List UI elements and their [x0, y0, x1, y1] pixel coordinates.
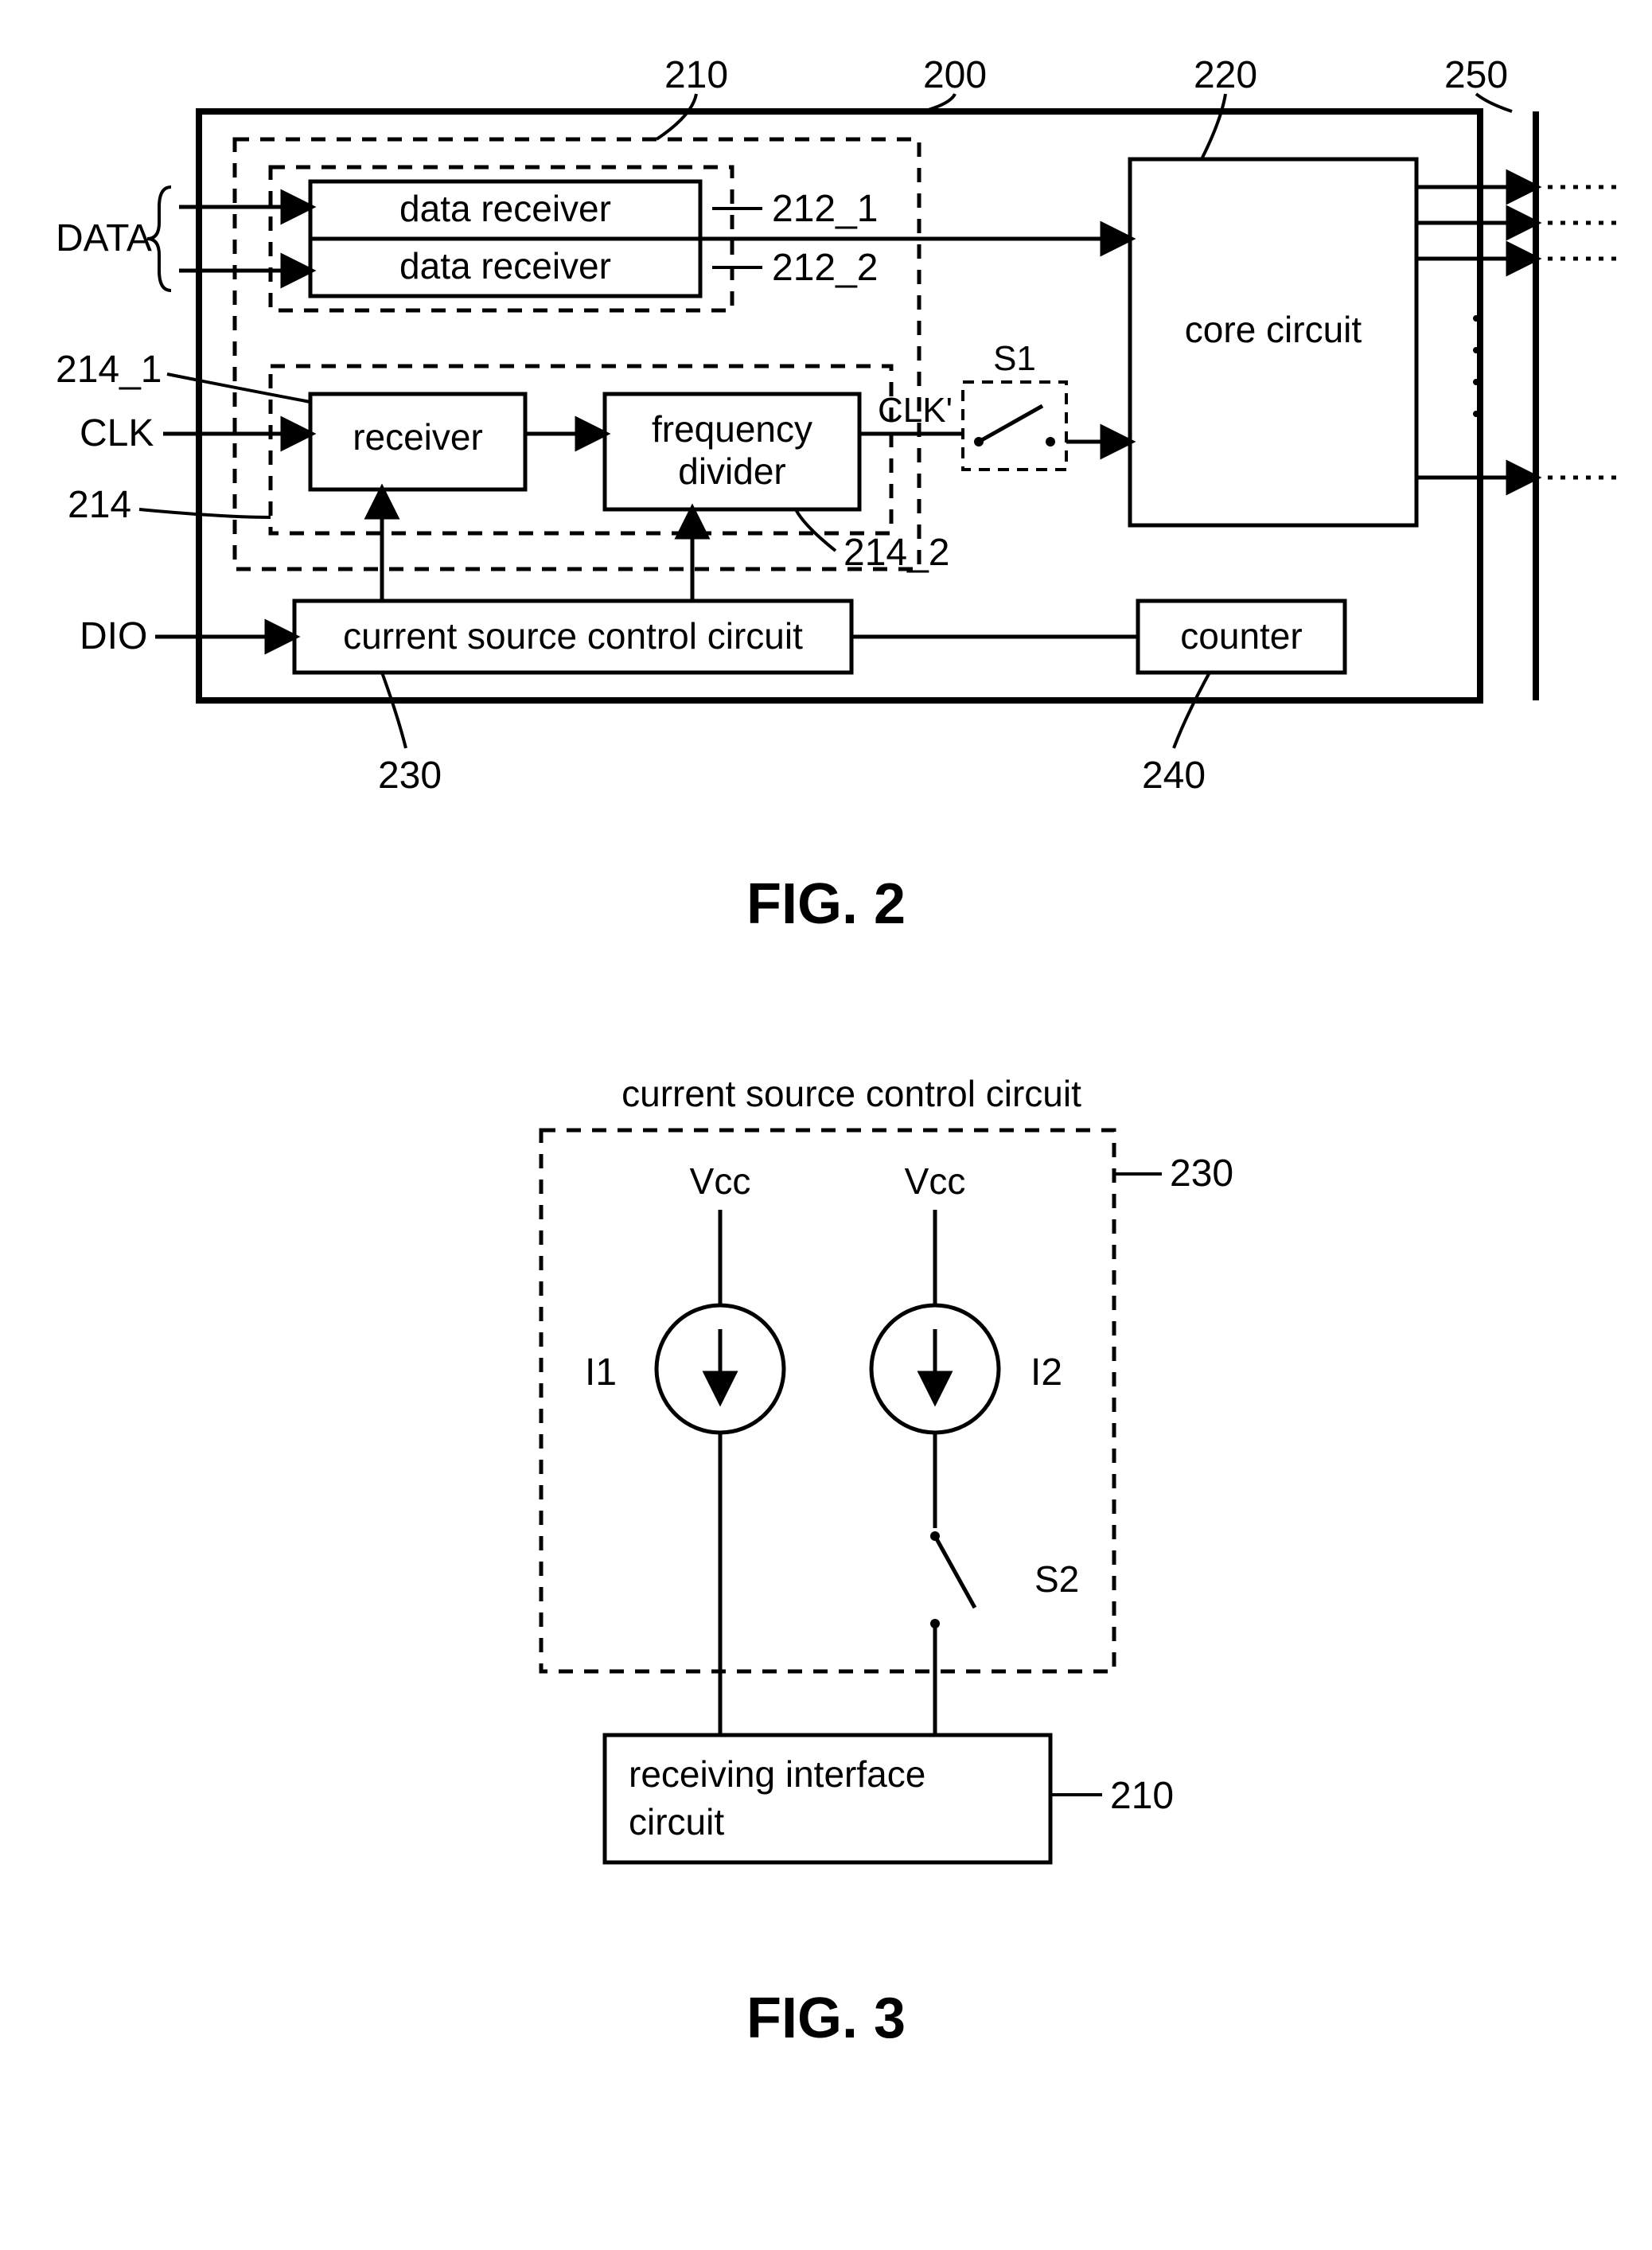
label-ric-l2: circuit	[629, 1801, 724, 1843]
leader-214-2	[796, 509, 836, 551]
brace-data	[147, 187, 171, 291]
label-freq-div-l1: frequency	[652, 408, 812, 450]
ref-212-2: 212_2	[772, 247, 878, 289]
s2-arm	[935, 1536, 975, 1608]
fig2-caption: FIG. 2	[746, 872, 906, 936]
label-clk-prime: CLK'	[878, 391, 953, 430]
ref-210: 210	[664, 54, 728, 96]
fig2: data receiver data receiver receiver fre…	[56, 54, 1623, 936]
ref-230: 230	[378, 755, 442, 797]
ref-220: 220	[1194, 54, 1257, 96]
signal-dio: DIO	[80, 615, 147, 657]
leader-240	[1174, 673, 1210, 748]
ref-210-fig3: 210	[1110, 1775, 1174, 1817]
leader-214	[139, 509, 271, 517]
s1-node-r	[1046, 437, 1055, 446]
ref-214-2: 214_2	[844, 532, 949, 574]
ref-200: 200	[923, 54, 987, 96]
label-freq-div-l2: divider	[678, 450, 786, 492]
label-csc: current source control circuit	[343, 615, 803, 657]
label-data-rx1: data receiver	[399, 188, 611, 229]
label-vcc1: Vcc	[690, 1160, 751, 1202]
ref-214: 214	[68, 484, 131, 526]
ref-240: 240	[1142, 755, 1206, 797]
ref-250: 250	[1444, 54, 1508, 96]
fig3: current source control circuit Vcc Vcc I…	[541, 1073, 1233, 2050]
signal-data: DATA	[56, 217, 152, 259]
ref-230-fig3: 230	[1170, 1152, 1233, 1195]
label-core: core circuit	[1185, 309, 1362, 350]
fig3-title: current source control circuit	[621, 1073, 1081, 1114]
fig3-caption: FIG. 3	[746, 1987, 906, 2050]
s1-arm	[979, 406, 1042, 442]
label-s2: S2	[1034, 1558, 1079, 1600]
label-counter: counter	[1180, 615, 1302, 657]
ref-212-1: 212_1	[772, 188, 878, 230]
leader-220	[1202, 94, 1225, 159]
signal-clk: CLK	[80, 412, 154, 454]
ref-214-1: 214_1	[56, 349, 162, 391]
leader-210	[657, 94, 696, 139]
label-ric-l1: receiving interface	[629, 1753, 925, 1795]
label-data-rx2: data receiver	[399, 245, 611, 287]
leader-230	[382, 673, 406, 748]
label-i2: I2	[1031, 1351, 1062, 1394]
page: data receiver data receiver receiver fre…	[0, 0, 1652, 2246]
box-230-fig3	[541, 1130, 1114, 1671]
leader-214-1	[167, 374, 310, 402]
label-s1: S1	[993, 339, 1036, 378]
label-vcc2: Vcc	[905, 1160, 966, 1202]
box-s1	[963, 382, 1066, 470]
label-receiver: receiver	[353, 416, 483, 458]
diagram-canvas: data receiver data receiver receiver fre…	[0, 0, 1652, 2246]
label-i1: I1	[585, 1351, 617, 1394]
